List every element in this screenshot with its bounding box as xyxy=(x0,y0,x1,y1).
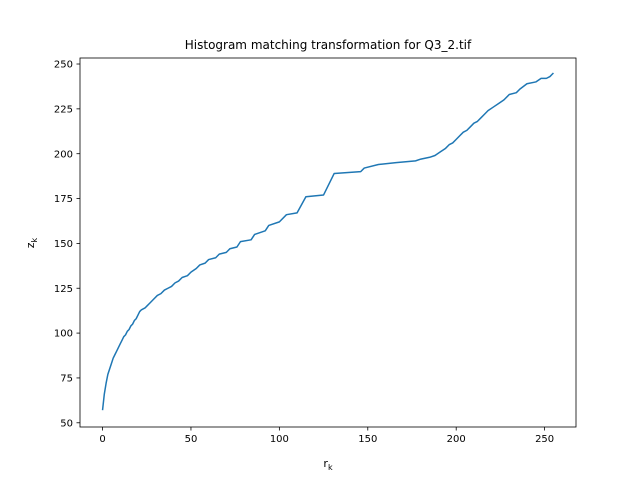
y-tick-label: 250 xyxy=(54,60,73,71)
x-axis-label-subscript: k xyxy=(328,463,333,472)
y-axis-label-subscript: k xyxy=(30,237,39,242)
y-axis-ticks: 50 75 100 125 150 175 200 225 250 xyxy=(54,60,80,429)
y-tick-label: 100 xyxy=(54,329,73,340)
series-line xyxy=(101,72,554,411)
x-tick-label: 50 xyxy=(185,434,198,445)
chart-title: Histogram matching transformation for Q3… xyxy=(185,38,472,52)
x-axis-ticks: 0 50 100 150 200 250 xyxy=(99,427,554,445)
plot-background xyxy=(80,58,576,427)
y-tick-label: 200 xyxy=(54,149,73,160)
y-tick-label: 50 xyxy=(60,418,73,429)
x-tick-label: 0 xyxy=(99,434,105,445)
y-axis-label: zk xyxy=(24,237,39,248)
y-axis-label-main: z xyxy=(24,242,37,248)
y-tick-label: 225 xyxy=(54,104,73,115)
y-tick-label: 125 xyxy=(54,284,73,295)
x-tick-label: 100 xyxy=(270,434,289,445)
x-tick-label: 250 xyxy=(535,434,554,445)
x-tick-label: 200 xyxy=(447,434,466,445)
x-axis-label-main: r xyxy=(323,457,328,470)
axes-frame xyxy=(79,57,577,428)
x-tick-label: 150 xyxy=(358,434,377,445)
y-tick-label: 175 xyxy=(54,194,73,205)
series-group xyxy=(101,72,554,411)
x-axis-label: rk xyxy=(323,457,333,472)
plot-area xyxy=(80,58,576,427)
y-tick-label: 75 xyxy=(60,374,73,385)
y-tick-label: 150 xyxy=(54,239,73,250)
